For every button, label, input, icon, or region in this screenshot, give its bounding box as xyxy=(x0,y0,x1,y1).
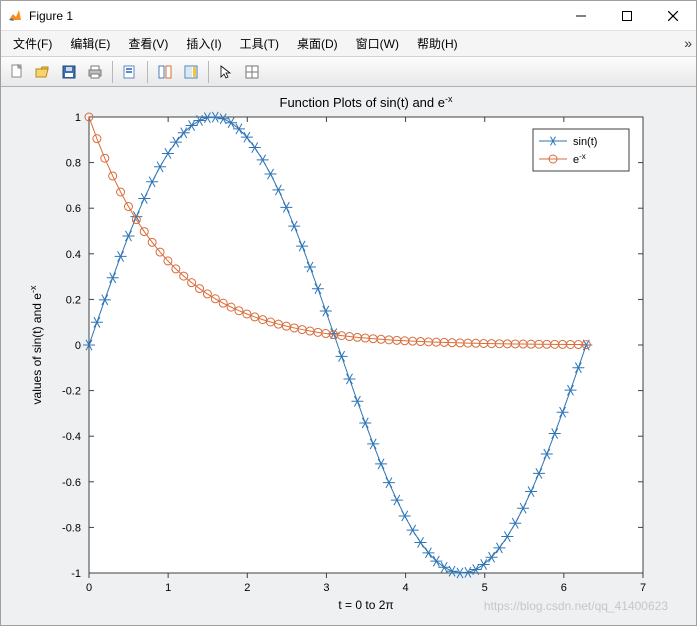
close-button[interactable] xyxy=(650,1,696,31)
menu-3[interactable]: 插入(I) xyxy=(178,32,229,55)
toolbar xyxy=(1,57,696,87)
print-preview-button[interactable] xyxy=(118,60,142,84)
pointer-button[interactable] xyxy=(214,60,238,84)
ytick-label: 0.2 xyxy=(66,294,81,306)
save-button[interactable] xyxy=(57,60,81,84)
menu-0[interactable]: 文件(F) xyxy=(5,32,60,55)
menu-1[interactable]: 编辑(E) xyxy=(62,32,118,55)
new-icon xyxy=(9,64,25,80)
menu-6[interactable]: 窗口(W) xyxy=(348,32,407,55)
ytick-label: 0 xyxy=(75,340,81,352)
print-button[interactable] xyxy=(83,60,107,84)
minimize-button[interactable] xyxy=(558,1,604,31)
colorbar-button[interactable] xyxy=(179,60,203,84)
window-title: Figure 1 xyxy=(29,9,73,23)
xlabel: t = 0 to 2π xyxy=(338,598,393,612)
chart-title: Function Plots of sin(t) and e-x xyxy=(280,94,453,110)
xtick-label: 2 xyxy=(244,582,250,594)
xtick-label: 5 xyxy=(482,582,488,594)
figure-area: 0 1 2 3 4 5 6 7 -1 -0.8 -0.6 -0.4 -0.2 0 0.2 0.4 0.6 0.8 1… xyxy=(1,87,696,625)
link-axes-icon xyxy=(157,64,173,80)
data-cursor-button[interactable] xyxy=(240,60,264,84)
axes: 0 1 2 3 4 5 6 7 -1 -0.8 -0.6 -0.4 -0.2 0 0.2 0.4 0.6 0.8 1… xyxy=(1,87,696,625)
pointer-icon xyxy=(218,64,234,80)
menu-5[interactable]: 桌面(D) xyxy=(289,32,346,55)
menu-overflow-icon[interactable]: » xyxy=(684,35,692,51)
plot-box xyxy=(89,117,643,573)
toolbar-separator xyxy=(112,61,113,83)
save-icon xyxy=(61,64,77,80)
toolbar-separator xyxy=(147,61,148,83)
menu-7[interactable]: 帮助(H) xyxy=(409,32,466,55)
link-axes-button[interactable] xyxy=(153,60,177,84)
open-button[interactable] xyxy=(31,60,55,84)
ytick-label: -1 xyxy=(71,568,81,580)
ytick-label: 0.4 xyxy=(66,249,81,261)
new-button[interactable] xyxy=(5,60,29,84)
menubar: 文件(F)编辑(E)查看(V)插入(I)工具(T)桌面(D)窗口(W)帮助(H)… xyxy=(1,31,696,57)
xtick-label: 0 xyxy=(86,582,92,594)
ytick-label: 0.8 xyxy=(66,158,81,170)
print-preview-icon xyxy=(122,64,138,80)
xtick-label: 4 xyxy=(403,582,409,594)
xtick-label: 7 xyxy=(640,582,646,594)
open-icon xyxy=(35,64,51,80)
ytick-label: 1 xyxy=(75,112,81,124)
menu-4[interactable]: 工具(T) xyxy=(232,32,287,55)
titlebar: Figure 1 xyxy=(1,1,696,31)
xtick-label: 1 xyxy=(165,582,171,594)
colorbar-icon xyxy=(183,64,199,80)
ytick-label: -0.8 xyxy=(62,522,81,534)
maximize-button[interactable] xyxy=(604,1,650,31)
data-cursor-icon xyxy=(244,64,260,80)
print-icon xyxy=(87,64,103,80)
ylabel: values of sin(t) and e-x xyxy=(28,285,44,404)
ytick-label: -0.6 xyxy=(62,477,81,489)
toolbar-separator xyxy=(208,61,209,83)
menu-2[interactable]: 查看(V) xyxy=(120,32,176,55)
xtick-label: 3 xyxy=(323,582,329,594)
legend-label-0: sin(t) xyxy=(573,136,597,148)
ytick-label: -0.2 xyxy=(62,386,81,398)
matlab-icon xyxy=(7,8,23,24)
xtick-label: 6 xyxy=(561,582,567,594)
ytick-label: -0.4 xyxy=(62,431,81,443)
figure-window: Figure 1 文件(F)编辑(E)查看(V)插入(I)工具(T)桌面(D)窗… xyxy=(0,0,697,626)
ytick-label: 0.6 xyxy=(66,203,81,215)
